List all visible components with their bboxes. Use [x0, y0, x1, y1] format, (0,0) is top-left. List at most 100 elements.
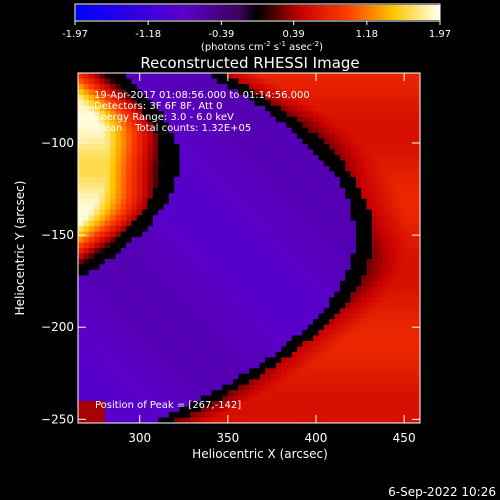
heatmap-cell [147, 94, 154, 101]
heatmap-cell [99, 308, 106, 315]
heatmap-cell [211, 417, 218, 424]
heatmap-cell [345, 94, 352, 101]
heatmap-cell [88, 401, 95, 408]
heatmap-cell [297, 373, 303, 380]
heatmap-cell [355, 193, 362, 200]
heatmap-cell [206, 286, 213, 293]
heatmap-cell [254, 144, 261, 151]
heatmap-cell [184, 105, 191, 112]
heatmap-cell [78, 412, 84, 419]
heatmap-cell [302, 160, 309, 167]
heatmap-cell [206, 226, 213, 233]
heatmap-cell [307, 275, 314, 282]
heatmap-cell [211, 231, 218, 238]
heatmap-cell [281, 401, 287, 408]
heatmap-cell [131, 275, 138, 282]
heatmap-cell [216, 291, 223, 298]
heatmap-cell [88, 209, 95, 216]
heatmap-cell [88, 324, 95, 331]
heatmap-cell [249, 138, 255, 145]
heatmap-cell [302, 89, 309, 96]
heatmap-cell [195, 390, 202, 397]
heatmap-cell [318, 330, 325, 336]
heatmap-cell [211, 105, 218, 112]
heatmap-cell [313, 379, 319, 386]
heatmap-cell [232, 340, 239, 347]
heatmap-cell [227, 226, 234, 233]
heatmap-cell [339, 237, 346, 244]
heatmap-cell [377, 384, 384, 391]
heatmap-cell [83, 100, 90, 107]
heatmap-cell [275, 401, 282, 408]
heatmap-cell [83, 390, 90, 397]
heatmap-cell [323, 138, 330, 145]
heatmap-cell [110, 198, 116, 205]
heatmap-cell [307, 176, 314, 183]
heatmap-cell [232, 127, 239, 134]
heatmap-cell [88, 379, 95, 386]
heatmap-cell [206, 144, 213, 151]
heatmap-cell [403, 127, 410, 134]
colorbar-segment [343, 5, 347, 20]
heatmap-cell [200, 165, 207, 172]
heatmap-cell [88, 357, 95, 364]
heatmap-cell [190, 176, 197, 183]
heatmap-cell [216, 379, 223, 386]
heatmap-cell [152, 220, 159, 227]
heatmap-cell [350, 78, 357, 85]
heatmap-cell [409, 209, 416, 216]
heatmap-cell [350, 198, 357, 205]
heatmap-cell [275, 73, 282, 79]
heatmap-cell [131, 204, 138, 211]
heatmap-cell [393, 105, 400, 112]
heatmap-cell [115, 384, 122, 391]
heatmap-cell [163, 308, 170, 315]
heatmap-cell [286, 362, 293, 369]
heatmap-cell [168, 264, 175, 271]
heatmap-cell [382, 297, 389, 304]
heatmap-cell [286, 330, 293, 336]
heatmap-cell [403, 253, 410, 260]
heatmap-cell [275, 264, 282, 271]
heatmap-cell [216, 340, 223, 347]
heatmap-cell [291, 417, 298, 424]
heatmap-cell [345, 242, 352, 249]
heatmap-cell [115, 204, 122, 211]
heatmap-cell [339, 248, 346, 254]
heatmap-cell [366, 226, 373, 233]
heatmap-cell [334, 340, 341, 347]
heatmap-cell [152, 111, 159, 118]
heatmap-cell [254, 248, 261, 254]
heatmap-cell [232, 122, 239, 129]
heatmap-cell [281, 291, 287, 298]
heatmap-cell [323, 133, 330, 140]
heatmap-cell [339, 209, 346, 216]
heatmap-cell [371, 182, 378, 189]
heatmap-cell [163, 275, 170, 282]
heatmap-cell [318, 324, 325, 331]
heatmap-cell [302, 362, 309, 369]
heatmap-cell [382, 286, 389, 293]
heatmap-cell [126, 226, 132, 233]
heatmap-cell [200, 193, 207, 200]
heatmap-cell [222, 209, 229, 216]
heatmap-cell [211, 198, 218, 205]
heatmap-cell [110, 78, 116, 85]
heatmap-cell [409, 100, 416, 107]
heatmap-cell [313, 275, 319, 282]
heatmap-cell [398, 105, 405, 112]
heatmap-cell [131, 83, 138, 90]
heatmap-cell [179, 144, 186, 151]
heatmap-cell [179, 258, 186, 265]
heatmap-cell [387, 220, 394, 227]
heatmap-cell [94, 248, 100, 254]
heatmap-cell [286, 215, 293, 222]
heatmap-cell [206, 149, 213, 156]
heatmap-cell [110, 105, 116, 112]
heatmap-cell [184, 133, 191, 140]
heatmap-cell [313, 171, 319, 178]
heatmap-cell [259, 269, 266, 276]
heatmap-cell [350, 204, 357, 211]
heatmap-cell [126, 401, 132, 408]
heatmap-cell [168, 133, 175, 140]
